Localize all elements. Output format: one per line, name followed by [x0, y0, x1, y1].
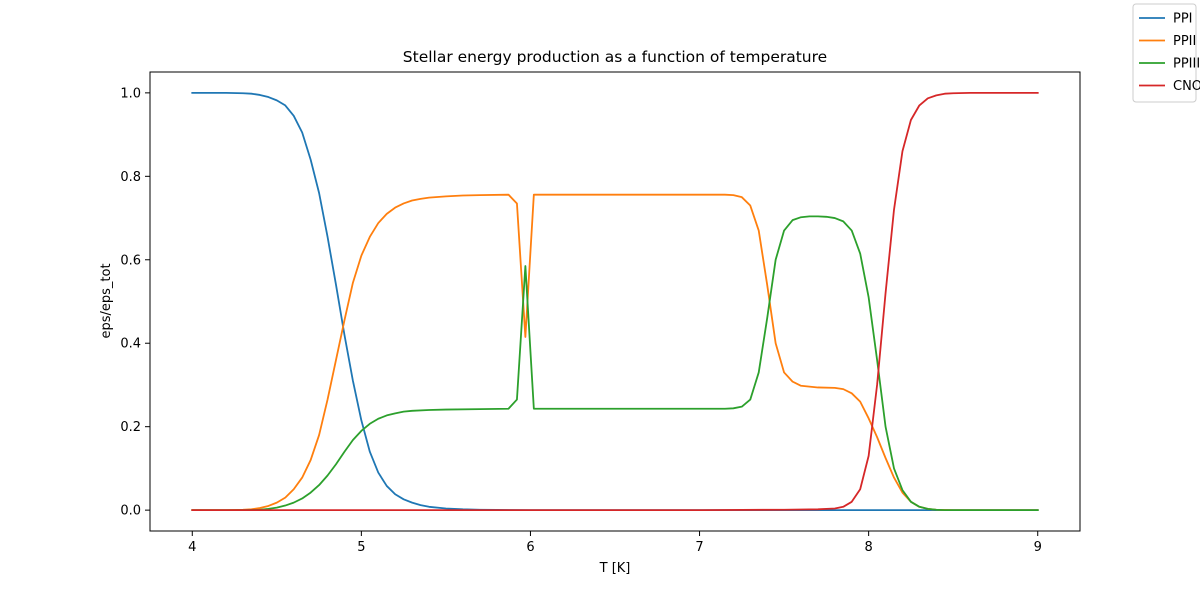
plot-area [149, 71, 1081, 532]
x-tick-label: 8 [864, 540, 872, 555]
y-tick-label: 0.0 [120, 504, 141, 519]
legend-label-ppiii: PPIII [1173, 57, 1200, 72]
x-tick-label: 5 [357, 540, 365, 555]
legend-box [1132, 3, 1197, 103]
legend-label-cno: CNO [1173, 79, 1200, 94]
y-tick-label: 0.6 [120, 253, 141, 268]
x-tick-label: 7 [695, 540, 703, 555]
y-tick-label: 1.0 [120, 86, 141, 101]
series-layer [191, 91, 1039, 512]
chart-title: Stellar energy production as a function … [403, 48, 827, 66]
series-line-ppiii [191, 215, 1039, 512]
y-tick-label: 0.2 [120, 420, 141, 435]
legend: PPI PPII PPIII CNO [1132, 3, 1200, 103]
x-tick-label: 4 [188, 540, 196, 555]
x-tick-label: 9 [1034, 540, 1042, 555]
y-tick-label: 0.4 [120, 337, 141, 352]
y-tick-label: 0.8 [120, 170, 141, 185]
y-axis: 0.0 0.2 0.4 0.6 0.8 1.0 [120, 86, 150, 519]
legend-label-ppi: PPI [1173, 12, 1193, 27]
y-axis-label: eps/eps_tot [99, 263, 114, 338]
x-tick-label: 6 [526, 540, 534, 555]
x-axis-label: T [K] [599, 561, 631, 576]
legend-label-ppii: PPII [1173, 34, 1196, 49]
x-axis: 4 5 6 7 8 9 [188, 531, 1042, 555]
series-line-cno [191, 91, 1039, 512]
plot-frame [149, 71, 1081, 532]
series-line-ppii [191, 193, 1039, 512]
